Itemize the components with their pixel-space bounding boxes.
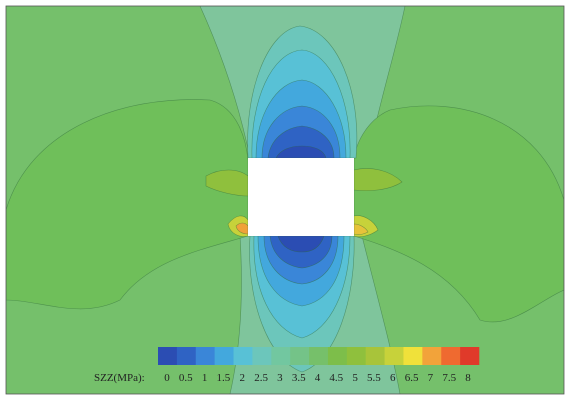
colorbar-swatch xyxy=(403,347,423,365)
central-opening xyxy=(248,158,354,236)
colorbar-swatch xyxy=(460,347,480,365)
colorbar-tick-label: 2.5 xyxy=(254,372,268,384)
colorbar-swatch xyxy=(195,347,215,365)
colorbar-tick-label: 6.5 xyxy=(404,372,419,384)
colorbar-tick-label: 3 xyxy=(277,372,283,384)
contour-side-right-band xyxy=(353,168,403,192)
colorbar-tick-label: 1 xyxy=(201,372,208,384)
colorbar-tick-label: 7 xyxy=(427,372,434,384)
colorbar-tick-label: 0.5 xyxy=(178,372,193,384)
colorbar-swatch xyxy=(271,347,291,365)
colorbar-swatch xyxy=(327,347,348,365)
colorbar-swatch xyxy=(290,347,310,365)
colorbar-swatch xyxy=(233,347,253,365)
colorbar-tick-label: 6 xyxy=(390,372,396,384)
colorbar-tick-label: 3.5 xyxy=(291,372,306,384)
colorbar-swatch xyxy=(252,347,272,365)
colorbar xyxy=(158,347,480,365)
colorbar-tick-label: 1.5 xyxy=(216,372,231,384)
colorbar-tick-label: 5 xyxy=(352,372,358,384)
colorbar-swatch xyxy=(422,347,442,365)
colorbar-tick-label: 7.5 xyxy=(442,372,457,384)
contour-lower-0.5 xyxy=(277,235,325,253)
colorbar-tick-label: 8 xyxy=(465,372,471,384)
colorbar-variable-label: SZZ(MPa): xyxy=(94,372,145,384)
colorbar-tick-label: 5.5 xyxy=(367,372,381,384)
contour-upper-0.5 xyxy=(275,145,327,159)
colorbar-swatch xyxy=(365,347,385,365)
colorbar-swatch xyxy=(158,347,178,365)
colorbar-tick-label: 4 xyxy=(314,372,321,384)
colorbar-swatch xyxy=(346,347,366,365)
colorbar-swatch xyxy=(441,347,461,365)
colorbar-swatch xyxy=(214,347,234,365)
colorbar-tick-label: 0 xyxy=(164,372,170,384)
colorbar-tick-label: 4.5 xyxy=(329,372,344,384)
colorbar-tick-label: 2 xyxy=(239,372,246,384)
colorbar-swatch xyxy=(309,347,329,365)
contour-corner-right-peak xyxy=(353,223,369,235)
colorbar-swatch xyxy=(384,347,404,365)
colorbar-swatch xyxy=(176,347,197,365)
